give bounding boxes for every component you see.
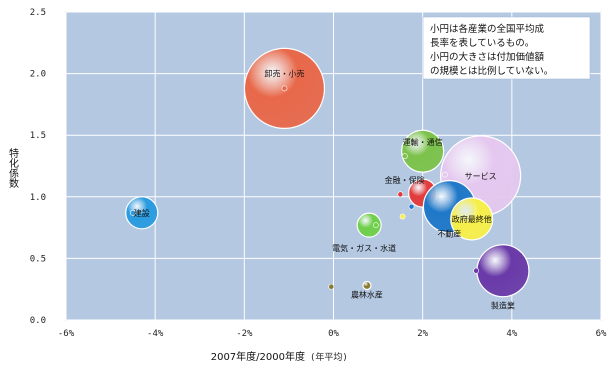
x-tick-label: 4% <box>506 329 517 339</box>
bubble-label: 電気・ガス・水道 <box>332 243 396 253</box>
small-circles <box>129 85 480 290</box>
x-tick-label: -2% <box>236 329 253 339</box>
y-tick-label: 2.0 <box>30 70 46 80</box>
bubble-label: 運輸・通信 <box>403 137 443 147</box>
bubble <box>356 212 382 238</box>
note-line-1: 小円は各産業の全国平均成 <box>430 23 545 35</box>
x-axis-unit: (年平均) <box>310 351 348 363</box>
small-circle <box>372 222 379 229</box>
bubble <box>401 129 445 173</box>
note-line-4: の規模とは比例していない。 <box>430 65 553 77</box>
y-tick-label: 0.0 <box>30 316 46 326</box>
bubble-label: 卸売・小売 <box>264 68 304 78</box>
small-circle <box>401 153 408 160</box>
bubble-label: 農林水産 <box>351 290 383 300</box>
y-tick-labels: 0.0 0.5 1.0 1.5 2.0 2.5 <box>30 8 46 326</box>
bubble-label: 製造業 <box>491 301 515 311</box>
bubble-label: 政府最終他 <box>452 214 492 224</box>
note-line-3: 小円の大きさは付加価値額 <box>430 51 545 63</box>
small-circle <box>281 85 288 92</box>
x-tick-labels: -6% -4% -2% 0% 2% 4% 6% <box>58 329 607 339</box>
small-circle <box>397 191 404 198</box>
x-tick-label: 6% <box>596 329 607 339</box>
x-tick-label: -4% <box>147 329 164 339</box>
bubble <box>125 196 159 230</box>
bubble-label: サービス <box>465 172 497 181</box>
y-tick-label: 1.0 <box>30 193 46 203</box>
y-tick-label: 1.5 <box>30 131 46 141</box>
bubble-label: 不動産 <box>437 229 461 239</box>
x-axis-title: 2007年度/2000年度 <box>211 350 305 363</box>
small-circle <box>442 171 448 178</box>
bubble <box>362 280 372 291</box>
small-circle <box>399 213 406 220</box>
x-tick-label: -6% <box>58 329 75 339</box>
y-tick-label: 2.5 <box>30 8 46 18</box>
small-circle <box>408 203 415 210</box>
grid-lines <box>65 11 602 321</box>
small-circle <box>129 209 136 216</box>
bubble-label: 金融・保険 <box>385 175 425 185</box>
bubble <box>476 244 530 298</box>
y-tick-label: 0.5 <box>30 254 46 264</box>
y-axis-title: 特化係数 <box>7 148 19 189</box>
bubble-label: 建設 <box>134 208 150 218</box>
bubble <box>450 197 494 241</box>
small-circle <box>328 283 335 290</box>
note-box: 小円は各産業の全国平均成 長率を表しているもの。 小円の大きさは付加価値額 の規… <box>422 16 591 80</box>
x-tick-label: 0% <box>328 329 339 339</box>
x-tick-label: 2% <box>417 329 428 339</box>
small-circle <box>473 267 480 274</box>
note-line-2: 長率を表しているもの。 <box>430 37 534 49</box>
